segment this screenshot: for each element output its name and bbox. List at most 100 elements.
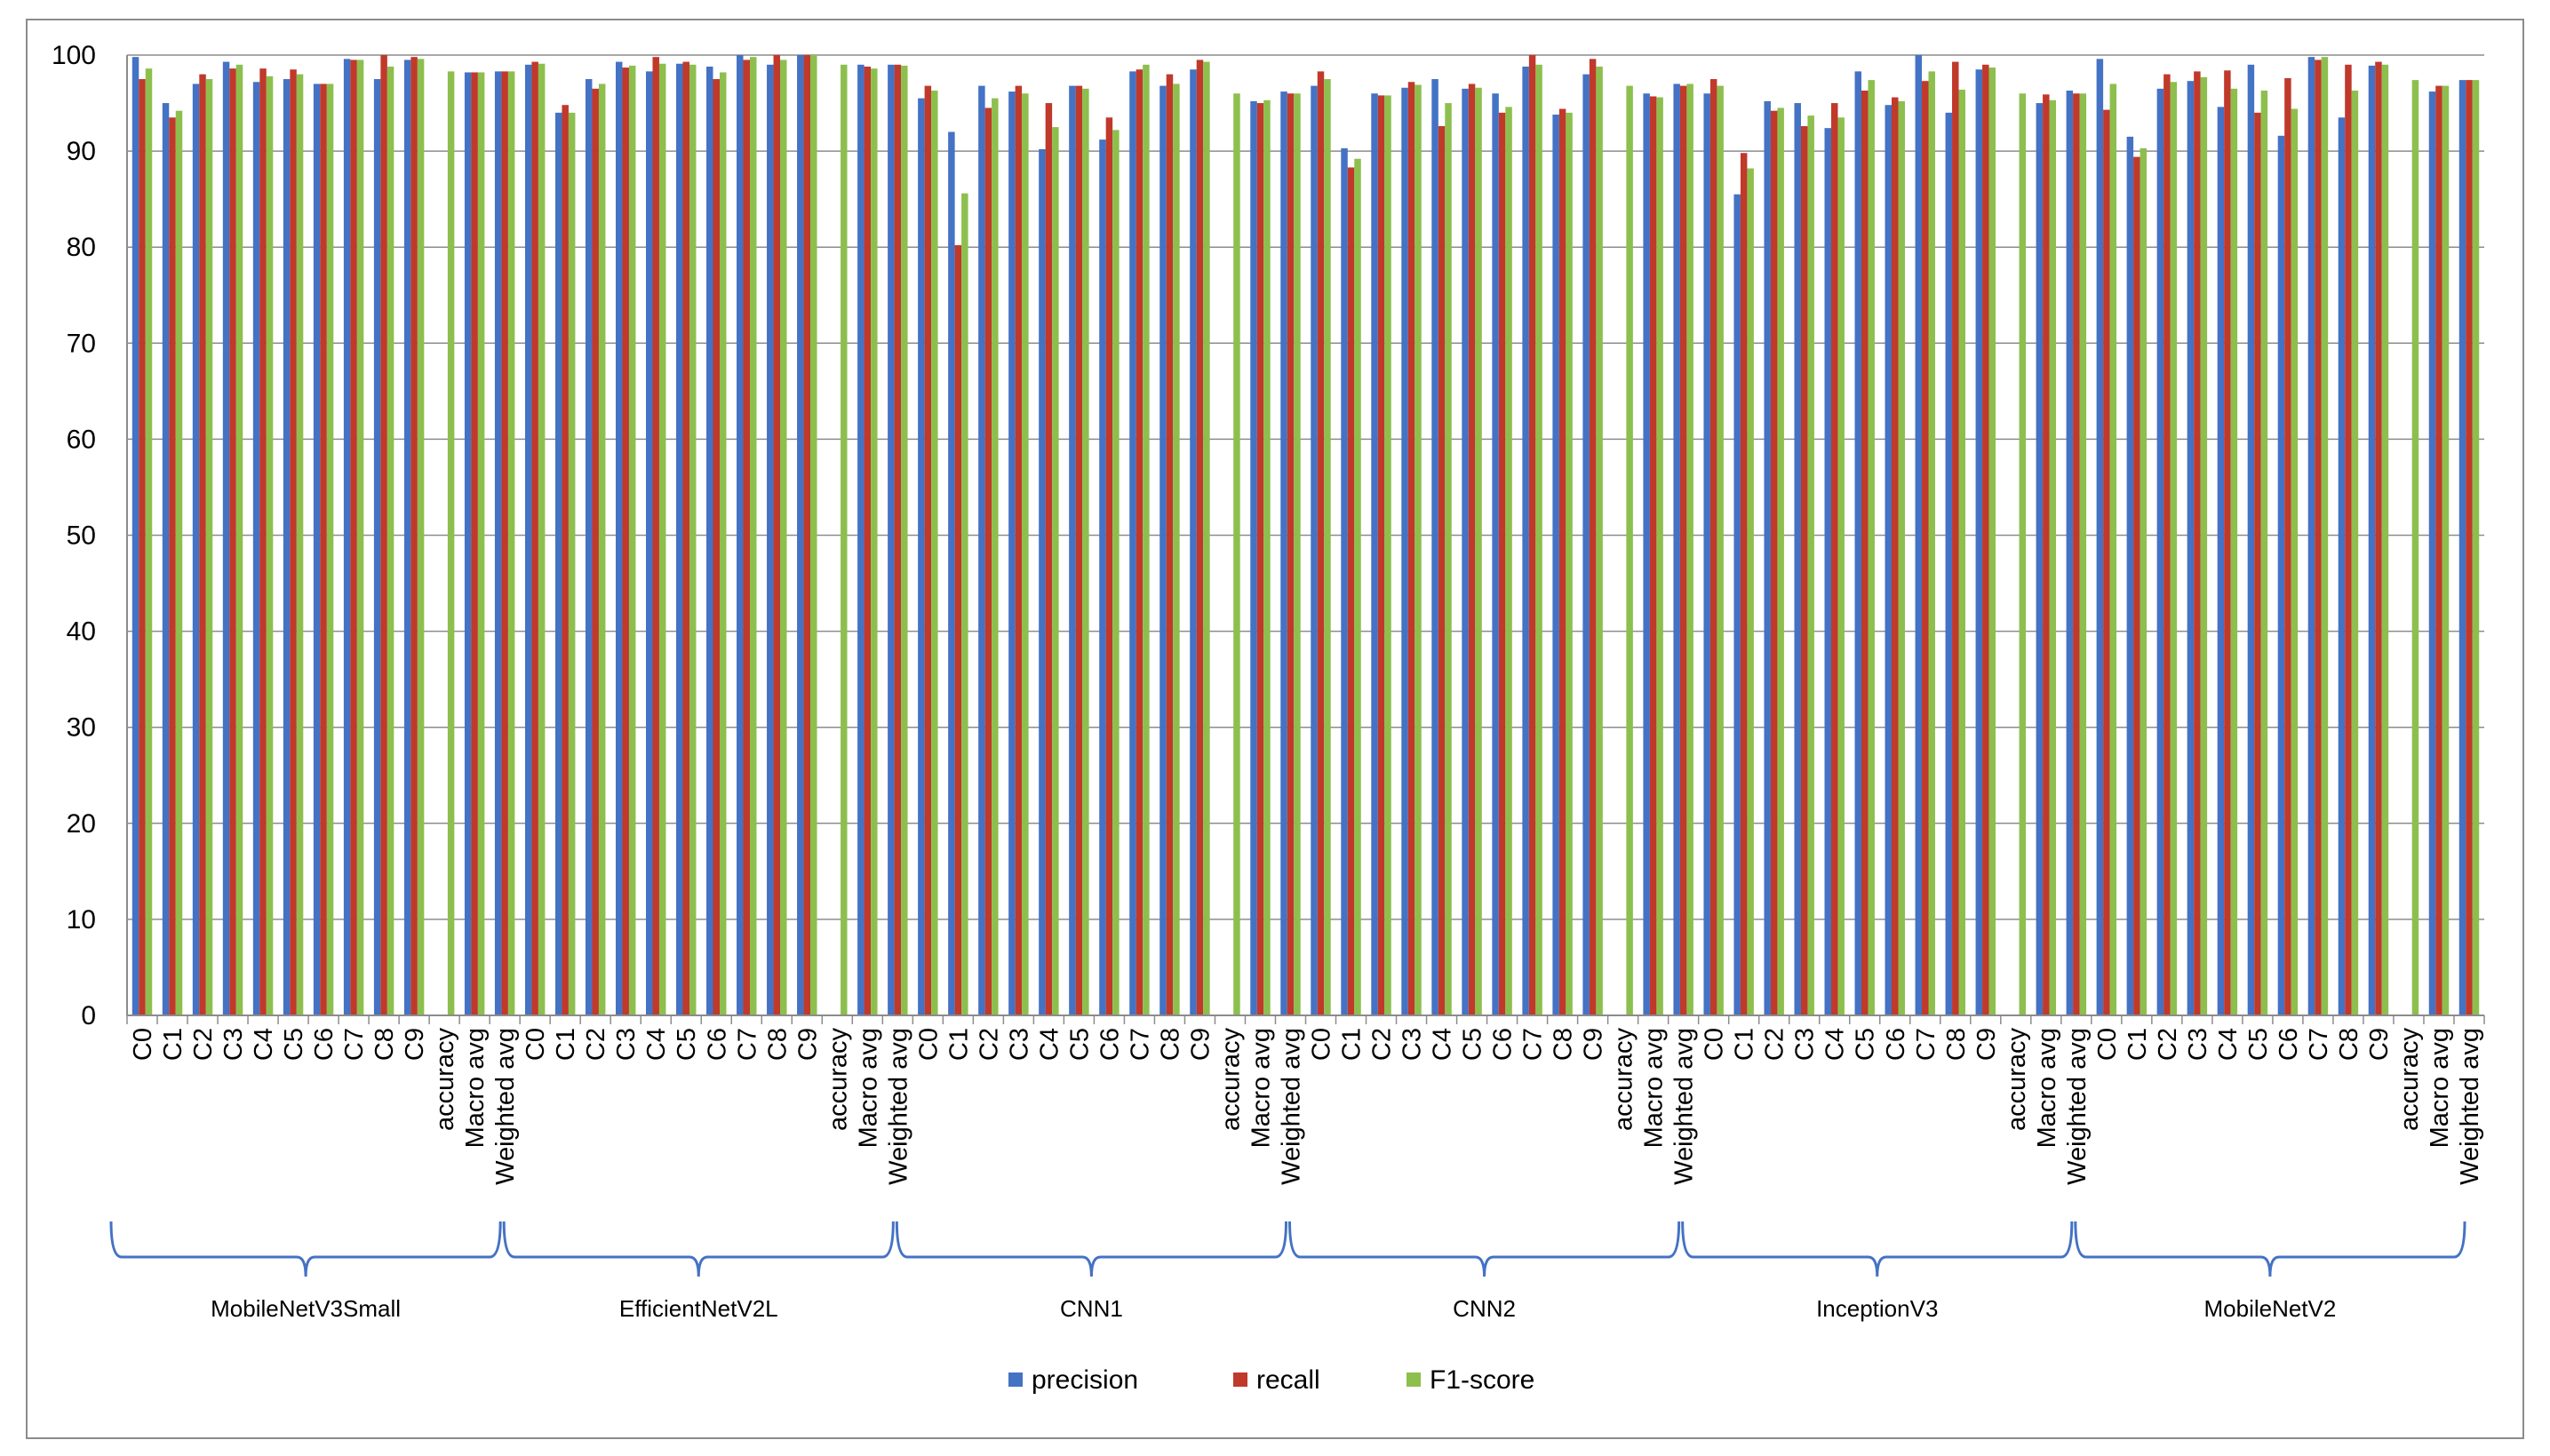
bar-f1-score	[205, 79, 213, 1015]
bar-f1-score	[1384, 95, 1391, 1016]
bar-recall	[2043, 94, 2050, 1015]
bar-f1-score	[2351, 90, 2359, 1016]
x-tick-label: accuracy	[1216, 1028, 1245, 1132]
x-tick-label: C9	[1580, 1028, 1608, 1061]
bar-f1-score	[2079, 93, 2087, 1016]
bar-precision	[2036, 103, 2044, 1015]
bar-recall	[1166, 74, 1174, 1016]
x-tick-label: C2	[189, 1028, 218, 1061]
bar-precision	[162, 103, 170, 1015]
bar-precision	[2096, 59, 2104, 1016]
bar-recall	[894, 64, 902, 1015]
bar-precision	[706, 66, 713, 1015]
bar-precision	[1764, 100, 1771, 1016]
x-tick-label: accuracy	[2003, 1028, 2031, 1132]
bar-f1-score	[175, 110, 183, 1015]
bar-precision	[1673, 84, 1680, 1015]
bar-f1-score	[1988, 68, 1996, 1016]
bar-precision	[343, 59, 351, 1016]
bar-precision	[1582, 74, 1590, 1016]
bar-recall	[2224, 70, 2231, 1015]
bar-recall	[320, 84, 327, 1015]
bar-f1-score	[2200, 76, 2208, 1015]
bar-f1-score	[1052, 127, 1059, 1015]
bar-precision	[948, 131, 955, 1016]
bar-precision	[978, 85, 985, 1015]
group-label: EfficientNetV2L	[619, 1295, 778, 1322]
bar-f1-score	[2381, 64, 2389, 1015]
bar-f1-score	[477, 72, 485, 1015]
bar-f1-score	[538, 63, 546, 1015]
x-tick-label: C8	[2335, 1028, 2363, 1061]
bar-recall	[1861, 90, 1869, 1016]
bar-precision	[131, 57, 139, 1016]
y-tick-label: 80	[67, 233, 96, 262]
bar-recall	[954, 245, 962, 1016]
x-tick-label: Macro avg	[1247, 1028, 1275, 1148]
x-tick-label: C8	[1156, 1028, 1184, 1061]
x-tick-label: C2	[582, 1028, 610, 1061]
x-tick-label: Macro avg	[1640, 1028, 1669, 1148]
bar-recall	[1256, 103, 1264, 1015]
bar-f1-score	[1566, 112, 1573, 1016]
bar-precision	[1522, 66, 1529, 1015]
bar-f1-score	[2049, 99, 2057, 1015]
bar-f1-score	[1686, 84, 1693, 1015]
x-tick-label: Weighted avg	[1670, 1028, 1699, 1185]
x-tick-label: C7	[2305, 1028, 2333, 1061]
bar-f1-score	[2260, 90, 2268, 1016]
chart-frame	[26, 19, 2524, 1439]
bar-f1-score	[1747, 168, 1754, 1016]
bar-f1-score	[901, 65, 908, 1016]
bar-f1-score	[1928, 71, 1935, 1016]
x-tick-label: C8	[371, 1028, 399, 1061]
bar-recall	[1136, 69, 1144, 1016]
y-tick-label: 100	[52, 41, 96, 70]
x-tick-label: Macro avg	[854, 1028, 882, 1148]
bar-f1-score	[2291, 108, 2299, 1015]
bar-f1-score	[1324, 79, 1331, 1015]
bar-recall	[1952, 61, 1959, 1015]
legend-label: precision	[1032, 1365, 1138, 1395]
x-tick-label: C4	[1035, 1028, 1064, 1061]
bar-precision	[1552, 115, 1559, 1016]
x-tick-label: Macro avg	[2033, 1028, 2061, 1148]
bar-recall	[2375, 61, 2382, 1015]
bar-f1-score	[1414, 84, 1422, 1016]
bar-recall	[1982, 64, 1989, 1015]
legend-swatch	[1233, 1372, 1247, 1387]
x-tick-label: C0	[914, 1028, 943, 1061]
bar-f1-score	[386, 66, 394, 1015]
bar-recall	[2435, 85, 2442, 1015]
bar-recall	[713, 79, 720, 1015]
x-tick-label: C4	[1821, 1028, 1850, 1061]
y-tick-label: 90	[67, 137, 96, 166]
bar-recall	[350, 60, 357, 1015]
y-tick-label: 50	[67, 521, 96, 551]
x-tick-label: C9	[1186, 1028, 1215, 1061]
bar-precision	[1854, 71, 1861, 1016]
bar-f1-score	[2170, 82, 2178, 1016]
bar-series	[131, 55, 2480, 1016]
bar-f1-score	[628, 65, 636, 1016]
bar-recall	[139, 79, 146, 1015]
bar-recall	[2164, 74, 2171, 1016]
bar-precision	[494, 71, 502, 1016]
group-label: InceptionV3	[1816, 1295, 1938, 1322]
bar-precision	[585, 79, 593, 1015]
group-brace	[109, 1221, 502, 1277]
bar-f1-score	[326, 84, 334, 1015]
bar-f1-score	[1445, 103, 1452, 1015]
bar-recall	[290, 69, 297, 1016]
bar-recall	[471, 72, 478, 1015]
bar-recall	[2345, 64, 2352, 1015]
bar-precision	[918, 98, 925, 1015]
bar-precision	[1008, 91, 1016, 1015]
bar-f1-score	[145, 68, 153, 1015]
bar-f1-score	[356, 60, 364, 1015]
bar-recall	[1892, 97, 1899, 1016]
x-tick-label: C8	[763, 1028, 792, 1061]
x-tick-label: C9	[401, 1028, 429, 1061]
bar-f1-score	[1082, 88, 1089, 1016]
x-tick-label: C9	[793, 1028, 822, 1061]
